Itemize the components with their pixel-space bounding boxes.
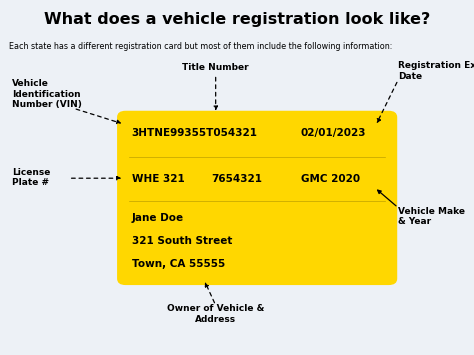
Text: Town, CA 55555: Town, CA 55555	[132, 260, 225, 269]
Text: Title Number: Title Number	[182, 63, 249, 72]
Text: 02/01/2023: 02/01/2023	[301, 128, 366, 138]
Text: Vehicle
Identification
Number (VIN): Vehicle Identification Number (VIN)	[12, 79, 82, 109]
Text: Jane Doe: Jane Doe	[132, 213, 184, 223]
Text: 321 South Street: 321 South Street	[132, 236, 232, 246]
Text: Owner of Vehicle &
Address: Owner of Vehicle & Address	[167, 305, 264, 324]
Text: Registration Expiring
Date: Registration Expiring Date	[398, 61, 474, 81]
FancyBboxPatch shape	[117, 111, 397, 285]
Text: GMC 2020: GMC 2020	[301, 174, 360, 184]
Text: 7654321: 7654321	[211, 174, 262, 184]
Text: 3HTNE99355T054321: 3HTNE99355T054321	[132, 128, 258, 138]
Text: Each state has a different registration card but most of them include the follow: Each state has a different registration …	[9, 42, 393, 51]
Text: License
Plate #: License Plate #	[12, 168, 50, 187]
Text: WHE 321: WHE 321	[132, 174, 184, 184]
Text: What does a vehicle registration look like?: What does a vehicle registration look li…	[44, 12, 430, 27]
Text: Vehicle Make
& Year: Vehicle Make & Year	[398, 207, 465, 226]
